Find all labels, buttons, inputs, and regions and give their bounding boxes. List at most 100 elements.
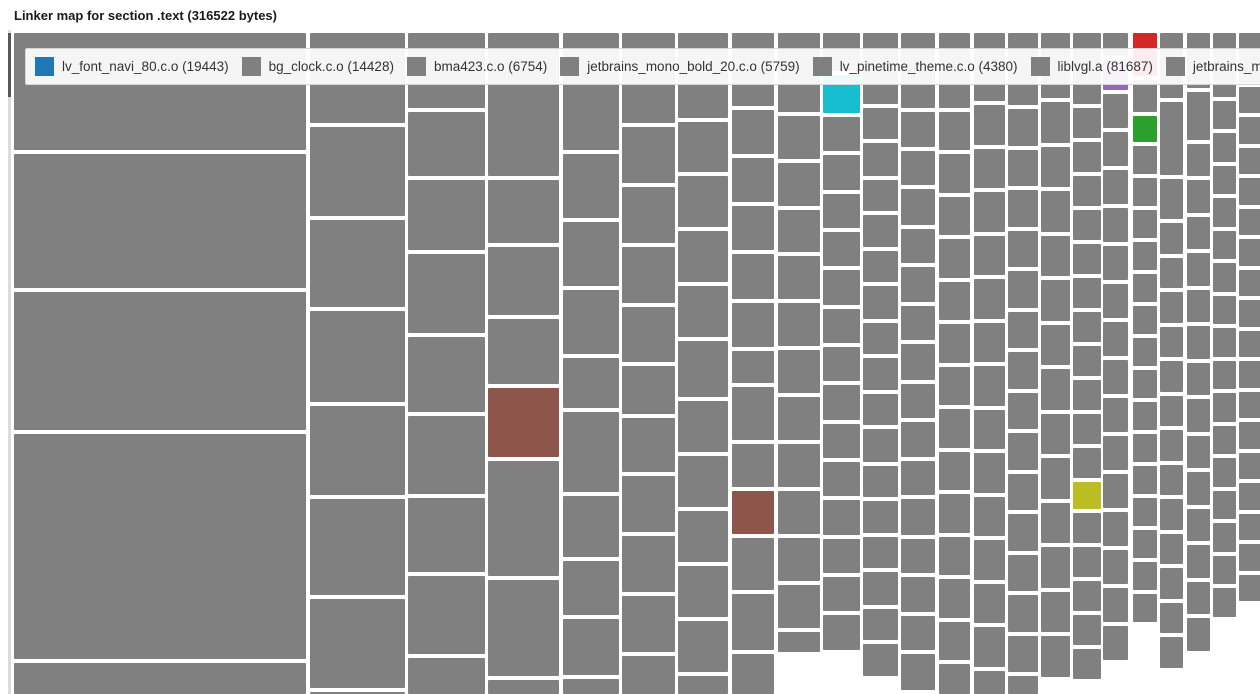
treemap-cell[interactable] (974, 453, 1005, 493)
treemap-cell[interactable] (901, 616, 935, 650)
treemap-cell[interactable] (14, 154, 306, 288)
treemap-cell[interactable] (732, 594, 774, 650)
treemap-cell[interactable] (778, 538, 820, 581)
treemap-cell[interactable] (1239, 87, 1260, 113)
treemap-cell[interactable] (939, 282, 970, 320)
treemap-cell[interactable] (732, 351, 774, 383)
treemap-cell[interactable] (1213, 556, 1236, 584)
treemap-cell[interactable] (863, 323, 898, 354)
treemap-cell[interactable] (1239, 575, 1260, 601)
treemap-cell[interactable] (1133, 402, 1157, 430)
treemap-cell[interactable] (408, 180, 485, 250)
treemap-cell[interactable] (974, 584, 1005, 623)
treemap-cell[interactable] (974, 236, 1005, 275)
treemap-cell[interactable] (622, 536, 675, 592)
treemap-cell[interactable] (823, 117, 860, 151)
treemap-cell[interactable] (1073, 108, 1101, 138)
treemap-cell[interactable] (1073, 448, 1101, 478)
treemap-cell[interactable] (823, 539, 860, 573)
treemap-cell[interactable] (863, 251, 898, 282)
treemap-cell[interactable] (408, 416, 485, 494)
treemap-cell[interactable] (823, 500, 860, 535)
treemap-cell[interactable] (1041, 147, 1070, 187)
treemap-cell[interactable] (563, 154, 619, 218)
treemap-cell[interactable] (1133, 530, 1157, 558)
treemap-cell[interactable] (863, 394, 898, 425)
treemap-cell[interactable] (408, 576, 485, 654)
treemap-cell[interactable] (778, 303, 820, 346)
treemap-cell[interactable] (1187, 92, 1210, 140)
treemap-cell[interactable] (1008, 150, 1038, 186)
treemap-cell[interactable] (1073, 278, 1101, 308)
treemap-cell[interactable] (974, 540, 1005, 580)
treemap-cell[interactable] (732, 387, 774, 440)
treemap-cell[interactable] (1133, 466, 1157, 494)
treemap-cell[interactable] (1008, 474, 1038, 510)
treemap-cell[interactable] (1103, 284, 1128, 318)
treemap-cell[interactable] (1041, 414, 1070, 454)
treemap-cell[interactable] (1133, 498, 1157, 526)
treemap-cell[interactable] (863, 180, 898, 211)
treemap-cell[interactable] (1239, 270, 1260, 296)
treemap-cell[interactable] (939, 239, 970, 278)
treemap-cell[interactable] (1103, 436, 1128, 470)
treemap-cell[interactable] (732, 303, 774, 347)
treemap-cell[interactable] (901, 577, 935, 612)
treemap-cell[interactable] (1239, 148, 1260, 174)
treemap-cell[interactable] (310, 692, 405, 694)
treemap-cell[interactable] (1008, 676, 1038, 694)
treemap-cell[interactable] (974, 410, 1005, 449)
treemap-cell[interactable] (939, 112, 970, 150)
treemap-cell[interactable] (823, 194, 860, 228)
treemap-cell[interactable] (1160, 499, 1183, 530)
treemap-cell[interactable] (1008, 190, 1038, 227)
treemap-cell[interactable] (1213, 263, 1236, 292)
treemap-cell[interactable] (732, 654, 774, 694)
treemap-cell[interactable] (863, 609, 898, 640)
treemap-cell[interactable] (563, 290, 619, 354)
treemap-cell[interactable] (1073, 547, 1101, 577)
treemap-cell[interactable] (1239, 392, 1260, 418)
treemap-cell[interactable] (1239, 117, 1260, 144)
treemap-cell[interactable] (823, 424, 860, 458)
treemap-cell[interactable] (1187, 399, 1210, 432)
treemap-cell[interactable] (678, 401, 728, 452)
treemap-cell[interactable] (1073, 176, 1101, 206)
treemap-cell[interactable] (488, 180, 559, 243)
treemap-cell[interactable] (1213, 426, 1236, 454)
treemap-cell[interactable] (563, 358, 619, 408)
treemap-cell[interactable] (622, 307, 675, 362)
treemap-cell[interactable] (901, 539, 935, 573)
treemap-cell[interactable] (1239, 453, 1260, 479)
treemap-cell[interactable] (563, 496, 619, 557)
treemap-cell[interactable] (408, 254, 485, 333)
treemap-cell[interactable] (1133, 370, 1157, 398)
treemap-cell[interactable] (901, 344, 935, 380)
treemap-cell[interactable] (563, 412, 619, 492)
treemap-cell[interactable] (901, 151, 935, 185)
treemap-cell[interactable] (1041, 325, 1070, 365)
treemap-cell[interactable] (1008, 231, 1038, 267)
treemap-cell[interactable] (732, 444, 774, 487)
treemap-cell[interactable] (939, 622, 970, 660)
treemap-cell[interactable] (778, 444, 820, 487)
treemap-cell[interactable] (939, 494, 970, 533)
treemap-cell[interactable] (732, 158, 774, 202)
treemap-cell[interactable] (310, 499, 405, 595)
treemap-cell[interactable] (901, 112, 935, 147)
treemap-cell[interactable] (1041, 280, 1070, 321)
treemap-cell[interactable] (1103, 132, 1128, 166)
treemap-cell[interactable] (1008, 514, 1038, 551)
treemap-cell[interactable] (488, 319, 559, 384)
treemap-cell[interactable] (939, 409, 970, 448)
treemap-cell[interactable] (974, 627, 1005, 667)
treemap-cell[interactable] (778, 632, 820, 652)
treemap-cell[interactable] (1041, 191, 1070, 232)
treemap-cell[interactable] (939, 154, 970, 193)
treemap-cell[interactable] (1213, 458, 1236, 487)
treemap-cell[interactable] (823, 270, 860, 305)
treemap-cell[interactable] (974, 366, 1005, 406)
treemap-cell[interactable] (1041, 236, 1070, 276)
treemap-cell[interactable] (1133, 338, 1157, 366)
treemap-cell[interactable] (1008, 433, 1038, 470)
